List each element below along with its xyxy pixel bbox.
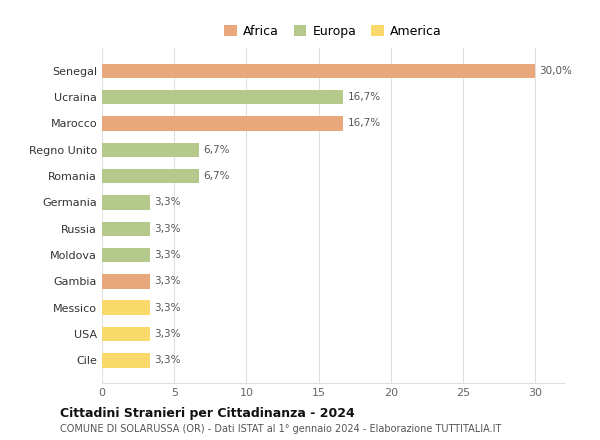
Bar — [102, 353, 149, 367]
Text: Cittadini Stranieri per Cittadinanza - 2024: Cittadini Stranieri per Cittadinanza - 2… — [60, 407, 355, 420]
Text: 3,3%: 3,3% — [154, 329, 181, 339]
Text: 16,7%: 16,7% — [347, 92, 380, 102]
Text: 30,0%: 30,0% — [539, 66, 572, 76]
Text: 3,3%: 3,3% — [154, 276, 181, 286]
Text: 3,3%: 3,3% — [154, 250, 181, 260]
Bar — [102, 221, 149, 236]
Text: 3,3%: 3,3% — [154, 303, 181, 313]
Text: 16,7%: 16,7% — [347, 118, 380, 128]
Bar — [102, 274, 149, 289]
Text: 3,3%: 3,3% — [154, 356, 181, 365]
Text: 6,7%: 6,7% — [203, 171, 230, 181]
Bar — [102, 116, 343, 131]
Bar — [102, 195, 149, 210]
Bar — [102, 64, 535, 78]
Bar — [102, 90, 343, 104]
Bar — [102, 169, 199, 183]
Text: COMUNE DI SOLARUSSA (OR) - Dati ISTAT al 1° gennaio 2024 - Elaborazione TUTTITAL: COMUNE DI SOLARUSSA (OR) - Dati ISTAT al… — [60, 424, 502, 434]
Bar — [102, 327, 149, 341]
Text: 3,3%: 3,3% — [154, 198, 181, 207]
Text: 3,3%: 3,3% — [154, 224, 181, 234]
Bar — [102, 301, 149, 315]
Text: 6,7%: 6,7% — [203, 145, 230, 155]
Legend: Africa, Europa, America: Africa, Europa, America — [220, 21, 446, 42]
Bar — [102, 143, 199, 157]
Bar — [102, 248, 149, 262]
